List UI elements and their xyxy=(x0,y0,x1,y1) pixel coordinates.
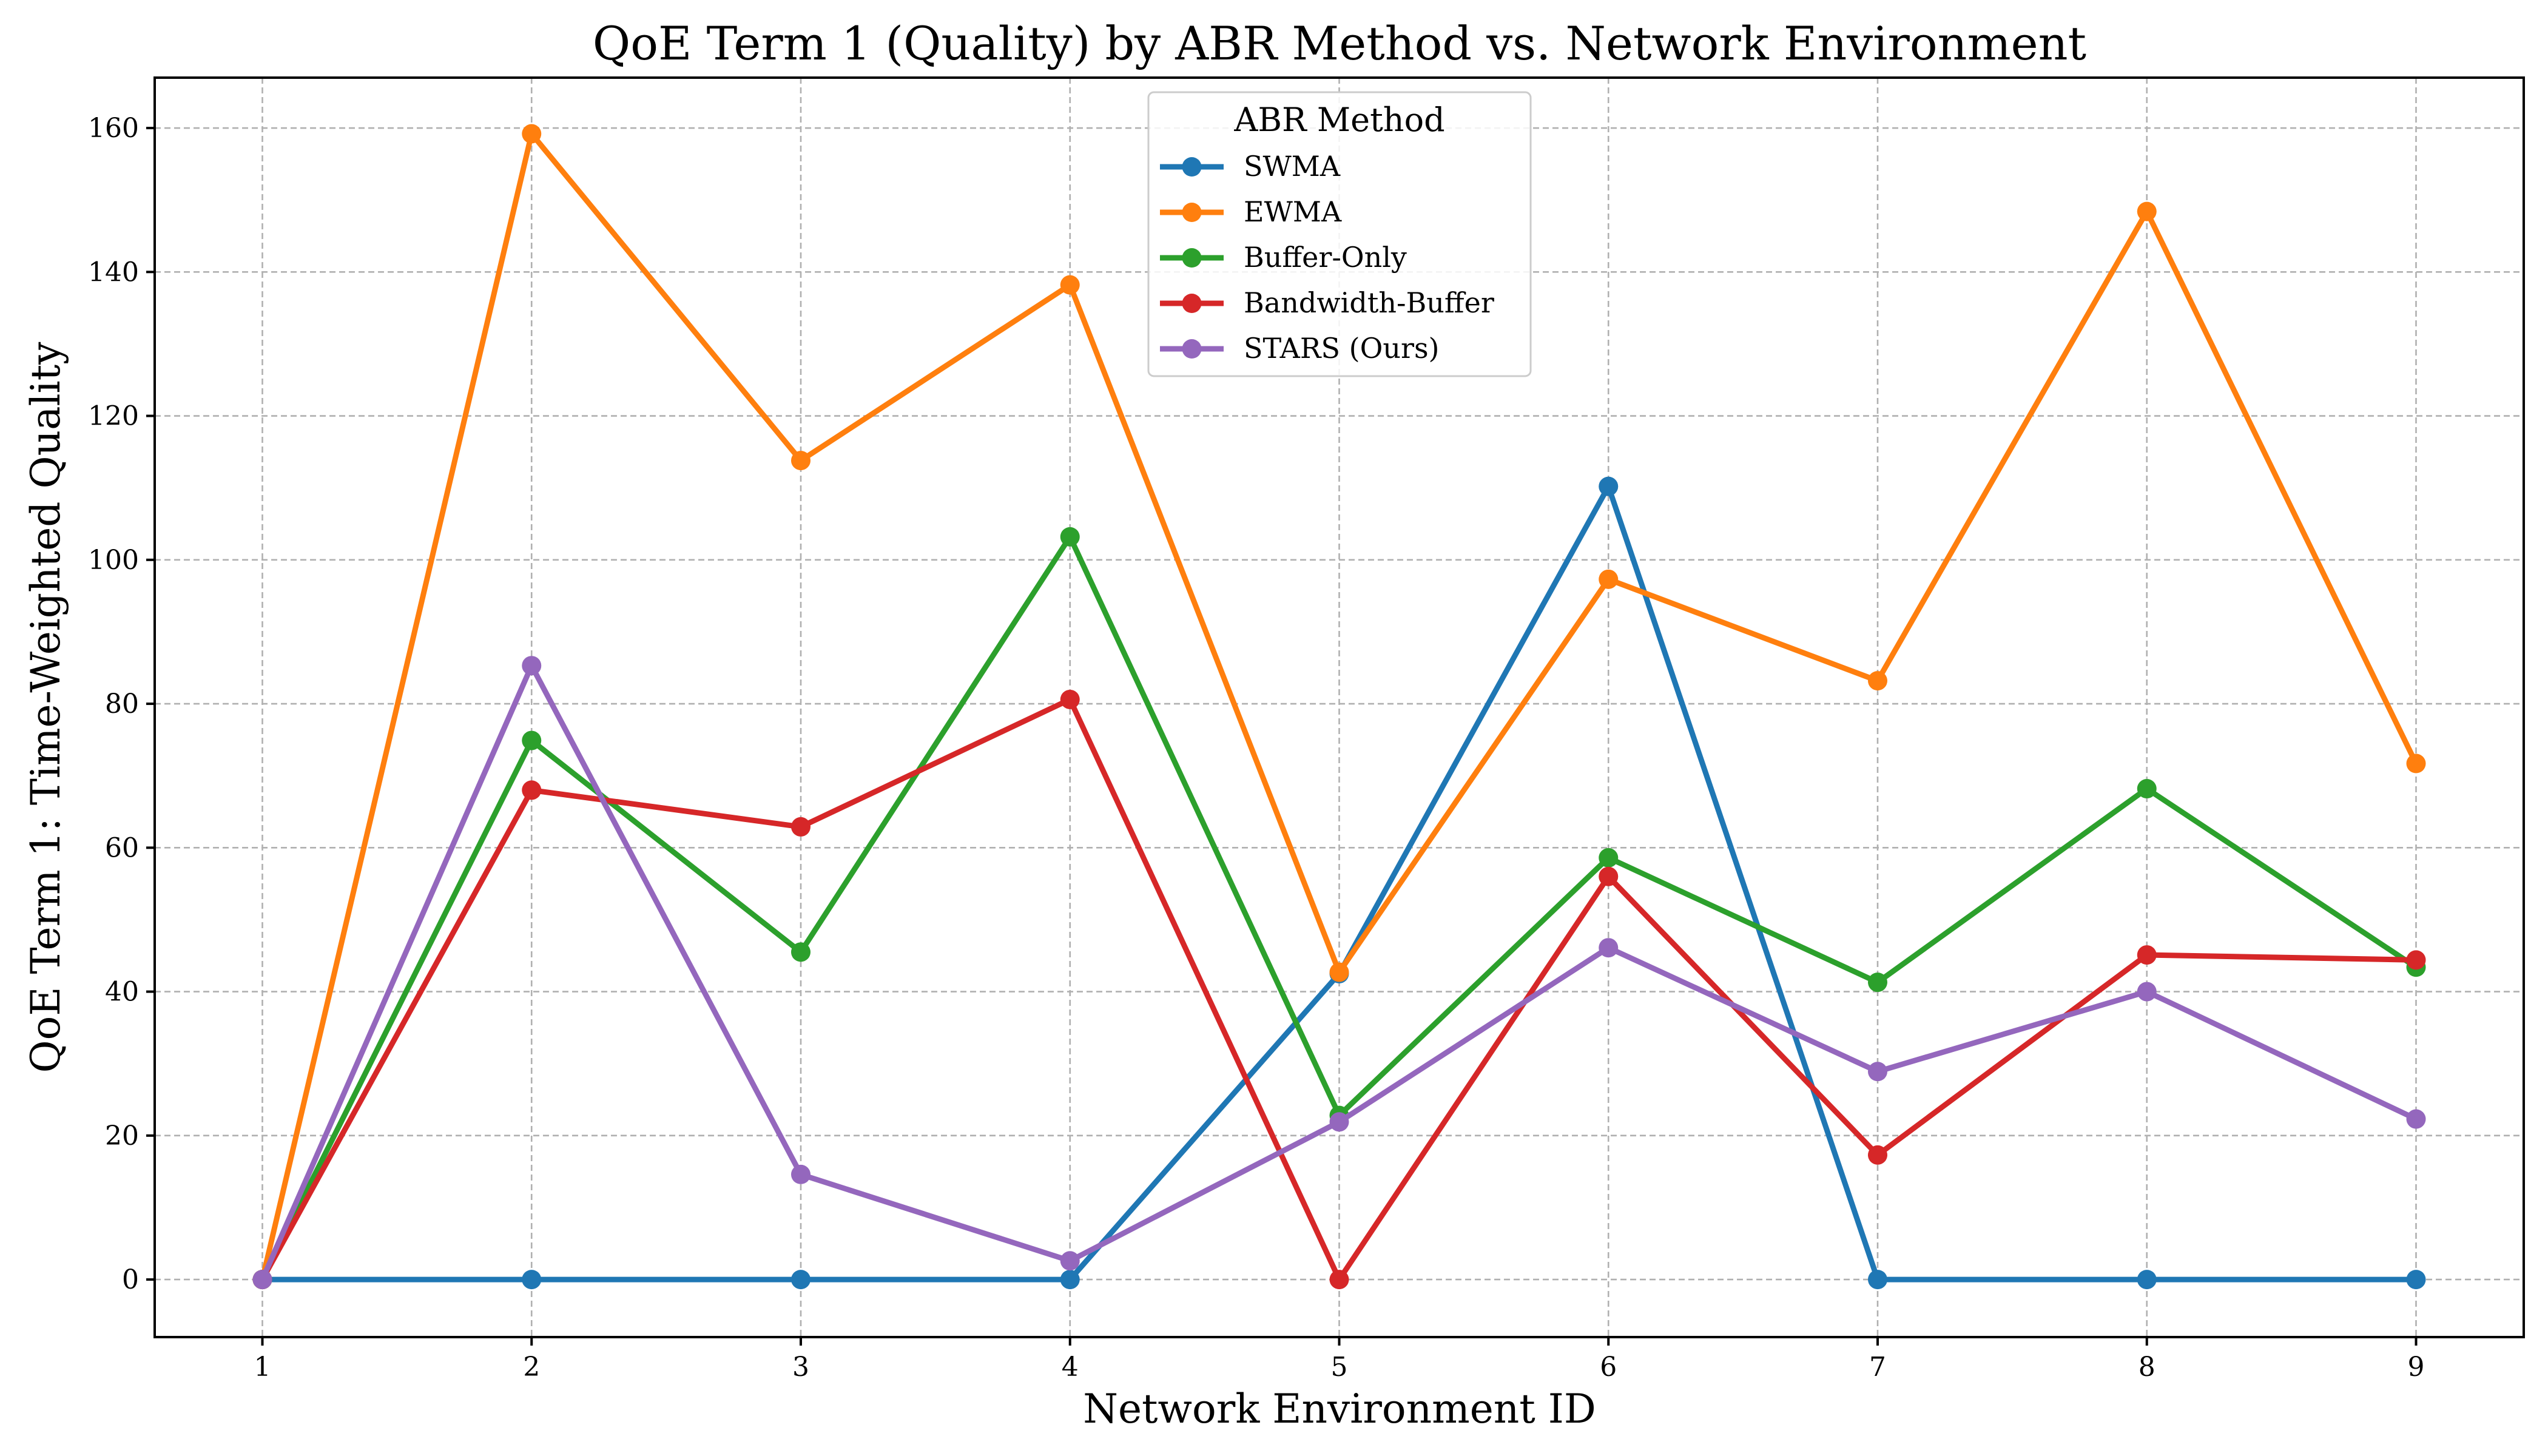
legend-entry-buffer-only: Buffer-Only xyxy=(1160,241,1407,274)
y-tick-label: 160 xyxy=(88,113,139,144)
data-point-swma xyxy=(1868,1270,1887,1290)
x-tick-label: 4 xyxy=(1062,1352,1079,1383)
data-point-bandwidth-buffer xyxy=(1599,866,1619,886)
data-point-stars-ours xyxy=(1060,1251,1080,1271)
data-point-ewma xyxy=(1329,962,1349,982)
data-point-stars-ours xyxy=(2406,1109,2426,1129)
data-point-ewma xyxy=(2406,753,2426,774)
legend-label: Buffer-Only xyxy=(1244,241,1407,274)
legend-swatch-marker xyxy=(1182,203,1202,222)
data-point-swma xyxy=(1599,476,1619,496)
legend-entry-stars-ours: STARS (Ours) xyxy=(1160,332,1440,365)
y-tick-label: 140 xyxy=(88,257,139,288)
series-layer xyxy=(252,124,2426,1290)
x-tick-label: 1 xyxy=(254,1352,271,1383)
data-point-stars-ours xyxy=(791,1164,811,1184)
legend-entry-swma: SWMA xyxy=(1160,150,1341,183)
x-tick-label: 3 xyxy=(792,1352,809,1383)
data-point-swma xyxy=(2137,1270,2157,1290)
x-tick-label: 6 xyxy=(1600,1352,1617,1383)
y-axis: 0 20 40 60 80 100 120 140 160 xyxy=(88,113,155,1295)
y-tick-label: 40 xyxy=(105,977,139,1008)
data-point-stars-ours xyxy=(1599,938,1619,958)
data-point-bandwidth-buffer xyxy=(522,780,542,800)
legend-box xyxy=(1147,91,1532,377)
data-point-ewma xyxy=(1599,569,1619,589)
data-point-stars-ours xyxy=(1868,1062,1887,1082)
legend-label: SWMA xyxy=(1244,150,1341,183)
data-point-swma xyxy=(2406,1270,2426,1290)
legend: ABR Method SWMA EWMA Buffer-Only Bandwidth-… xyxy=(1147,91,1532,377)
data-point-swma xyxy=(1060,1270,1080,1290)
x-tick-label: 7 xyxy=(1869,1352,1886,1383)
data-point-bandwidth-buffer xyxy=(791,817,811,837)
data-point-ewma xyxy=(1060,275,1080,295)
data-point-swma xyxy=(522,1270,542,1290)
data-point-buffer-only xyxy=(1060,527,1080,547)
data-point-bandwidth-buffer xyxy=(2137,945,2157,965)
legend-swatch-marker xyxy=(1182,248,1202,268)
series-stars-ours xyxy=(252,656,2426,1290)
legend-swatch-marker xyxy=(1182,339,1202,359)
x-tick-label: 5 xyxy=(1331,1352,1348,1383)
y-tick-label: 0 xyxy=(122,1264,139,1295)
data-point-bandwidth-buffer xyxy=(1060,689,1080,709)
y-tick-label: 20 xyxy=(105,1121,139,1151)
y-tick-label: 120 xyxy=(88,401,139,432)
y-tick-label: 80 xyxy=(105,689,139,720)
x-axis-title: Network Environment ID xyxy=(1083,1386,1596,1432)
legend-entry-bandwidth-buffer: Bandwidth-Buffer xyxy=(1160,286,1494,319)
x-axis: 1 2 3 4 5 6 7 8 9 xyxy=(254,1337,2425,1383)
legend-entry-ewma: EWMA xyxy=(1160,195,1342,228)
legend-entries: SWMA EWMA Buffer-Only Bandwidth-Buffer STARS… xyxy=(1160,150,1494,365)
data-point-ewma xyxy=(1868,671,1887,691)
x-tick-label: 8 xyxy=(2138,1352,2155,1383)
legend-label: Bandwidth-Buffer xyxy=(1244,286,1494,319)
data-point-buffer-only xyxy=(1599,848,1619,868)
legend-title: ABR Method xyxy=(1233,101,1444,139)
data-point-ewma xyxy=(2137,201,2157,221)
legend-swatch-marker xyxy=(1182,294,1202,313)
legend-label: STARS (Ours) xyxy=(1244,332,1440,365)
data-point-buffer-only xyxy=(1868,972,1887,993)
legend-swatch-marker xyxy=(1182,157,1202,177)
data-point-bandwidth-buffer xyxy=(1329,1270,1349,1290)
y-tick-label: 60 xyxy=(105,832,139,863)
data-point-stars-ours xyxy=(252,1270,272,1290)
data-point-bandwidth-buffer xyxy=(1868,1145,1887,1165)
data-point-buffer-only xyxy=(791,942,811,962)
data-point-bandwidth-buffer xyxy=(2406,950,2426,970)
legend-label: EWMA xyxy=(1244,195,1342,228)
chart-title: QoE Term 1 (Quality) by ABR Method vs. N… xyxy=(593,16,2086,70)
data-point-swma xyxy=(791,1270,811,1290)
data-point-stars-ours xyxy=(1329,1112,1349,1132)
x-tick-label: 9 xyxy=(2408,1352,2425,1383)
x-tick-label: 2 xyxy=(523,1352,540,1383)
data-point-buffer-only xyxy=(522,730,542,750)
data-point-buffer-only xyxy=(2137,779,2157,799)
y-axis-title: QoE Term 1: Time-Weighted Quality xyxy=(22,342,69,1073)
y-tick-label: 100 xyxy=(88,545,139,576)
data-point-stars-ours xyxy=(522,656,542,676)
data-point-ewma xyxy=(791,451,811,471)
data-point-ewma xyxy=(522,124,542,144)
data-point-stars-ours xyxy=(2137,982,2157,1002)
